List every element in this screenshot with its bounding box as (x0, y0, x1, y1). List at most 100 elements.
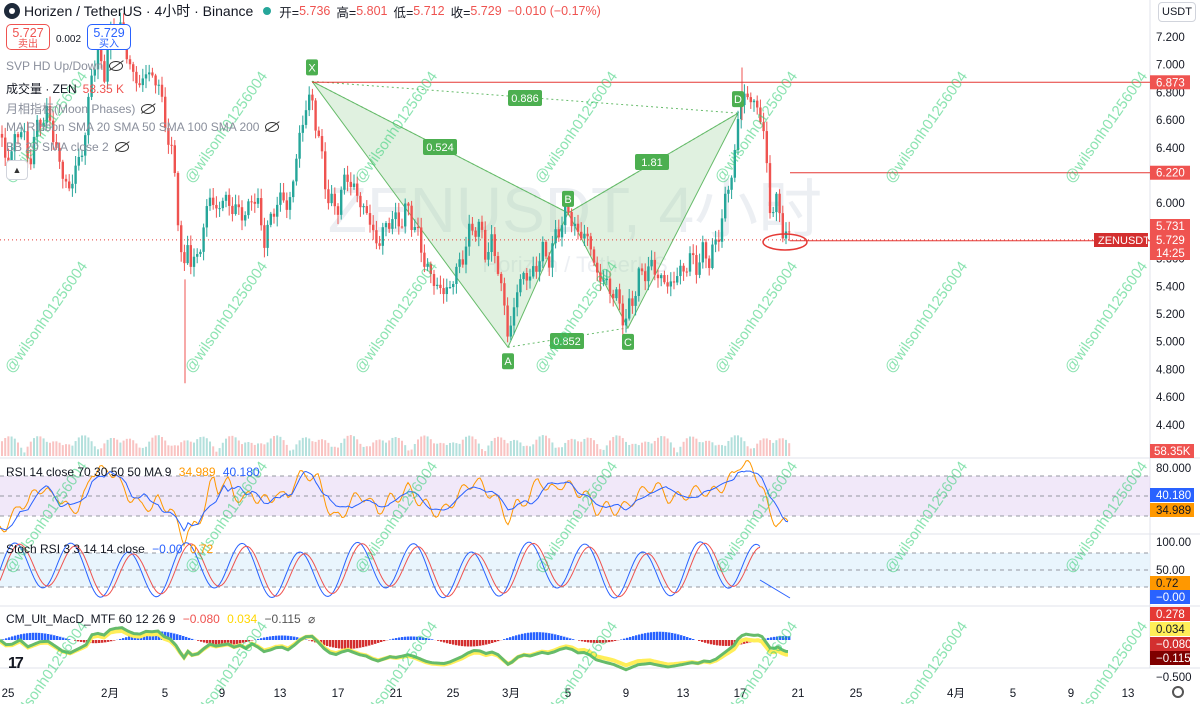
macd-bar (542, 632, 544, 640)
volume-bar (679, 447, 681, 456)
volume-bar (363, 447, 365, 456)
eye-hidden-icon[interactable] (109, 61, 123, 71)
buy-button[interactable]: 5.729 买入 (87, 24, 131, 50)
macd-bar (335, 640, 337, 648)
sell-button[interactable]: 5.727 卖出 (6, 24, 50, 50)
candle-body (439, 285, 441, 288)
candle-body (519, 279, 521, 292)
volume-bar (123, 441, 125, 456)
stoch-axis-label: 50.00 (1156, 565, 1185, 577)
macd-bar (92, 640, 94, 643)
macd-bar (527, 633, 529, 640)
chevron-up-icon[interactable]: ▲ (6, 160, 28, 180)
volume-bar (385, 443, 387, 456)
macd-bar (368, 640, 370, 646)
macd-bar (521, 634, 523, 640)
candle-body (238, 204, 240, 207)
macd-bar (35, 633, 37, 640)
macd-bar (110, 640, 112, 641)
candle-body (158, 85, 160, 86)
indicator-bb[interactable]: BB 20 SMA close 2 (6, 140, 129, 154)
volume-bar (132, 440, 134, 456)
macd-bar (326, 640, 328, 646)
candle-body (174, 145, 176, 173)
symbol-title[interactable]: Horizen / TetherUS · 4小时 · Binance (24, 1, 253, 21)
candle-body (634, 296, 636, 306)
indicator-moon[interactable]: 月相指标(Moon Phases) (6, 100, 155, 117)
pattern-point-label: B (564, 194, 571, 206)
volume-bar (190, 442, 192, 456)
volume-bar (238, 440, 240, 456)
candle-body (554, 229, 556, 243)
volume-bar (539, 436, 541, 456)
volume-bar (532, 444, 534, 456)
candle-body (516, 292, 518, 307)
volume-bar (235, 437, 237, 456)
macd-bar (38, 633, 40, 640)
volume-tag-label: 58.35K (1154, 446, 1191, 458)
eye-hidden-icon[interactable] (115, 142, 129, 152)
candle-body (142, 78, 144, 85)
currency-selector[interactable]: USDT (1158, 2, 1196, 22)
handle-watermark: @wilsonh01256004 (351, 258, 441, 376)
volume-bar (660, 436, 662, 456)
macd-bar (497, 640, 499, 641)
indicator-svp[interactable]: SVP HD Up/Down (6, 59, 123, 73)
volume-bar (439, 443, 441, 456)
candle-body (545, 242, 547, 256)
macd-bar (623, 639, 625, 640)
macd-bar (41, 633, 43, 640)
candle-body (206, 206, 208, 227)
gear-icon[interactable] (1172, 686, 1184, 698)
hidden-icon[interactable]: ⌀ (308, 612, 315, 626)
volume-bar (484, 451, 486, 456)
volume-bar (631, 444, 633, 456)
volume-bar (62, 445, 64, 456)
indicator-ma-ribbon[interactable]: MA Ribbon SMA 20 SMA 50 SMA 100 SMA 200 (6, 120, 279, 134)
candle-body (276, 205, 278, 217)
macd-bar (710, 640, 712, 644)
stoch-legend[interactable]: Stoch RSI 3 3 14 14 close −0.00 0.72 (6, 542, 213, 556)
macd-axis-label: −0.500 (1156, 672, 1192, 684)
candle-body (625, 319, 627, 326)
macd-bar (458, 640, 460, 646)
volume-bar (59, 443, 61, 456)
macd-bar (437, 640, 439, 641)
macd-bar (683, 636, 685, 640)
eye-hidden-icon[interactable] (265, 122, 279, 132)
volume-bar (702, 442, 704, 456)
macd-legend[interactable]: CM_Ult_MacD_MTF 60 12 26 9 −0.080 0.034 … (6, 612, 315, 626)
candle-body (190, 245, 192, 267)
volume-bar (17, 443, 19, 456)
volume-bar (564, 443, 566, 456)
macd-bar (533, 632, 535, 640)
volume-bar (551, 442, 553, 456)
candle-body (631, 298, 633, 306)
volume-bar (52, 441, 54, 456)
macd-bar (374, 640, 376, 644)
volume-bar (337, 448, 339, 456)
volume-bar (692, 437, 694, 456)
volume-bar (670, 442, 672, 456)
candle-body (580, 232, 582, 239)
indicator-volume[interactable]: 成交量 · ZEN 58.35 K (6, 80, 124, 97)
macd-bar (554, 634, 556, 640)
volume-bar (257, 443, 259, 456)
candle-body (727, 190, 729, 194)
candle-body (618, 289, 620, 303)
candle-body (542, 242, 544, 261)
volume-bar (404, 445, 406, 456)
volume-bar (644, 442, 646, 456)
candle-body (394, 212, 396, 219)
candle-body (442, 288, 444, 294)
price-axis-label: 4.800 (1156, 364, 1185, 376)
candle-body (679, 266, 681, 276)
volume-bar (171, 446, 173, 456)
pattern-point-label: X (308, 62, 316, 74)
rsi-legend[interactable]: RSI 14 close 70 30 50 50 MA 9 34.989 40.… (6, 465, 260, 479)
eye-hidden-icon[interactable] (141, 104, 155, 114)
macd-bar (647, 633, 649, 640)
volume-bar (721, 445, 723, 456)
